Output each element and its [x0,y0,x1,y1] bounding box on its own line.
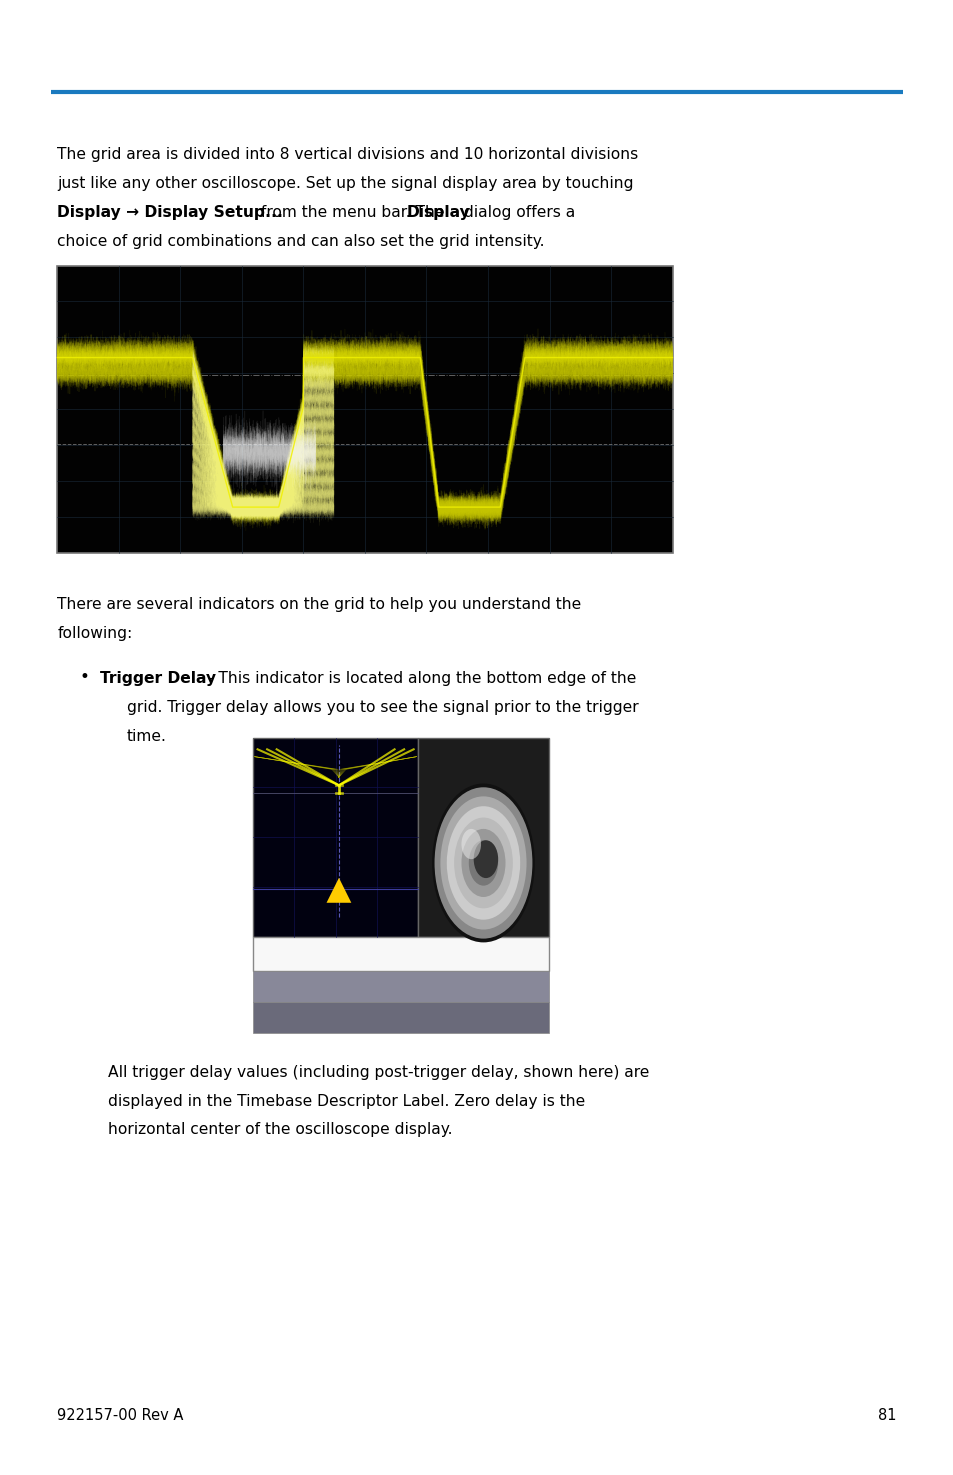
Text: time.: time. [127,729,167,743]
Circle shape [432,783,535,943]
Text: -1.04 μs: -1.04 μs [476,944,542,959]
Text: following:: following: [57,625,132,642]
Text: Display: Display [406,205,470,220]
Text: just like any other oscilloscope. Set up the signal display area by touching: just like any other oscilloscope. Set up… [57,176,633,192]
Text: Trigger Delay: Trigger Delay [100,671,216,686]
Text: Display → Display Setup...: Display → Display Setup... [57,205,283,220]
Text: grid. Trigger delay allows you to see the signal prior to the trigger: grid. Trigger delay allows you to see th… [127,699,638,715]
Text: 81: 81 [878,1409,896,1423]
Text: - This indicator is located along the bottom edge of the: - This indicator is located along the bo… [203,671,636,686]
Circle shape [474,841,497,878]
Text: Timebase: Timebase [260,944,339,959]
Bar [253,738,418,937]
Bar [418,738,548,937]
Bar [253,971,548,1002]
Text: dialog offers a: dialog offers a [458,205,575,220]
Bar [253,937,548,971]
Text: •: • [79,668,89,686]
Circle shape [440,796,526,929]
Text: Push - Zero: Push - Zero [456,786,511,797]
Text: All trigger delay values (including post-trigger delay, shown here) are: All trigger delay values (including post… [108,1065,648,1080]
Circle shape [468,841,497,885]
Text: displayed in the Timebase Descriptor Label. Zero delay is the: displayed in the Timebase Descriptor Lab… [108,1094,584,1109]
Text: horizontal center of the oscilloscope display.: horizontal center of the oscilloscope di… [108,1122,452,1137]
Bar [57,266,672,553]
Text: from the menu bar. The: from the menu bar. The [255,205,449,220]
Circle shape [434,788,532,938]
Polygon shape [326,878,351,903]
Text: 1.0 GS/s: 1.0 GS/s [478,1009,542,1022]
Bar [253,1002,548,1032]
Text: There are several indicators on the grid to help you understand the: There are several indicators on the grid… [57,597,581,612]
Text: ←  Delay  →: ← Delay → [451,749,516,760]
Circle shape [446,807,519,920]
Circle shape [461,829,505,897]
Text: The grid area is divided into 8 vertical divisions and 10 horizontal divisions: The grid area is divided into 8 vertical… [57,148,638,162]
Circle shape [454,817,513,909]
Text: 10.0 kS: 10.0 kS [260,1009,318,1022]
Text: 1.00 μs/div: 1.00 μs/div [456,978,542,991]
Text: choice of grid combinations and can also set the grid intensity.: choice of grid combinations and can also… [57,233,544,249]
Circle shape [461,829,480,858]
Text: 922157-00 Rev A: 922157-00 Rev A [57,1409,183,1423]
